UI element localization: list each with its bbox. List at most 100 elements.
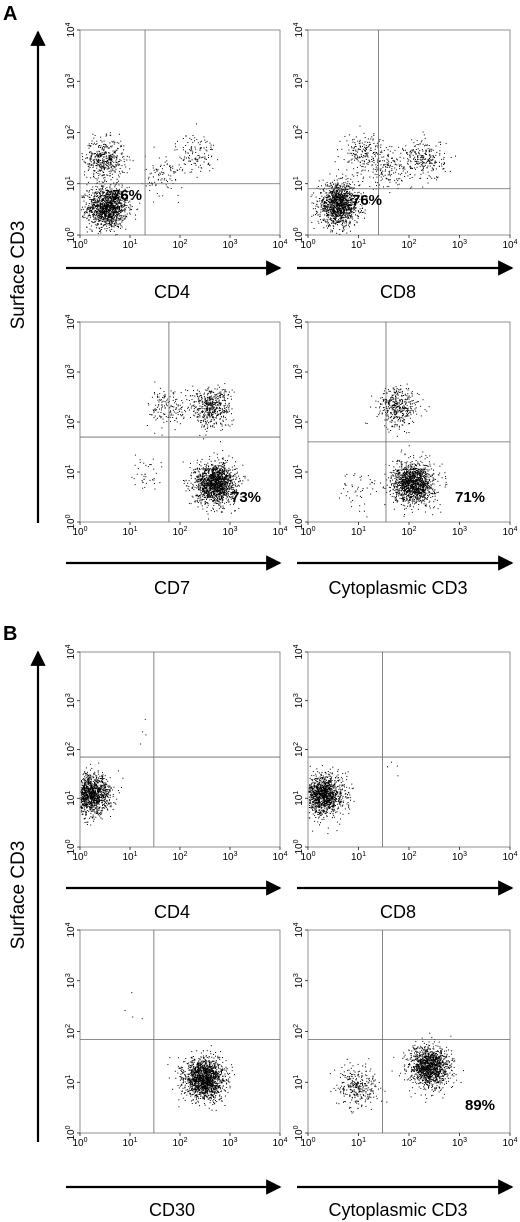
event-dot	[89, 209, 91, 211]
event-dot	[182, 147, 184, 148]
event-dot	[162, 172, 164, 173]
event-dot	[101, 148, 103, 150]
event-dot	[206, 469, 208, 471]
event-dot	[335, 222, 337, 224]
event-dot	[331, 206, 333, 208]
event-dot	[350, 208, 352, 209]
event-dot	[221, 486, 223, 488]
event-dot	[198, 154, 200, 156]
event-dot	[87, 145, 89, 147]
event-dot	[362, 163, 364, 165]
event-dot	[120, 227, 121, 229]
event-dot	[334, 201, 336, 203]
event-dot	[329, 199, 330, 201]
event-dot	[214, 491, 216, 493]
event-dot	[119, 222, 121, 224]
event-dot	[338, 209, 340, 210]
event-dot	[232, 475, 234, 477]
event-dot	[118, 213, 120, 215]
event-dot	[115, 218, 117, 220]
event-dot	[333, 202, 335, 204]
event-dot	[202, 472, 204, 474]
event-dot	[431, 148, 433, 150]
event-dot	[206, 484, 208, 486]
event-dot	[108, 215, 110, 217]
event-dot	[118, 197, 120, 198]
event-dot	[118, 142, 120, 144]
event-dot	[212, 492, 214, 494]
event-dot	[189, 150, 191, 152]
event-dot	[112, 194, 114, 196]
event-dot	[100, 202, 102, 204]
event-dot	[227, 471, 229, 473]
event-dot	[119, 168, 121, 169]
event-dot	[411, 186, 413, 188]
event-dot	[321, 185, 322, 187]
event-dot	[208, 475, 210, 477]
event-dot	[214, 511, 215, 513]
event-dot	[196, 495, 198, 497]
event-dot	[214, 499, 216, 501]
event-dot	[414, 164, 416, 165]
event-dot	[413, 158, 415, 160]
event-dot	[367, 163, 369, 165]
event-dot	[209, 456, 211, 457]
event-dot	[203, 493, 204, 495]
event-dot	[340, 216, 342, 218]
event-dot	[338, 219, 340, 221]
event-dot	[351, 216, 353, 218]
event-dot	[102, 210, 104, 212]
event-dot	[123, 156, 125, 158]
event-dot	[346, 210, 348, 211]
event-dot	[207, 468, 208, 470]
event-dot	[197, 477, 199, 479]
event-dot	[109, 193, 111, 195]
event-dot	[332, 196, 334, 198]
event-dot	[191, 487, 193, 489]
event-dot	[209, 482, 211, 484]
event-dot	[312, 208, 314, 210]
event-dot	[101, 207, 103, 209]
event-dot	[117, 192, 119, 194]
event-dot	[190, 503, 192, 505]
event-dot	[125, 201, 127, 203]
event-dot	[332, 197, 334, 199]
event-dot	[108, 207, 110, 209]
event-dot	[377, 169, 379, 171]
event-dot	[369, 186, 371, 187]
event-dot	[109, 158, 111, 160]
event-dot	[392, 160, 394, 162]
event-dot	[374, 148, 376, 150]
event-dot	[211, 481, 213, 482]
event-dot	[101, 155, 103, 157]
event-dot	[101, 212, 103, 214]
event-dot	[204, 139, 206, 141]
event-dot	[96, 202, 98, 204]
event-dot	[95, 201, 97, 203]
event-dot	[181, 170, 183, 172]
event-dot	[206, 488, 208, 490]
event-dot	[199, 500, 201, 502]
event-dot	[165, 184, 167, 186]
event-dot	[228, 474, 230, 476]
event-dot	[110, 169, 112, 171]
event-dot	[105, 216, 106, 218]
event-dot	[347, 192, 349, 194]
event-dot	[319, 213, 321, 215]
event-dot	[336, 191, 338, 193]
event-dot	[118, 223, 120, 225]
event-dot	[152, 165, 154, 167]
event-dot	[349, 205, 350, 207]
event-dot	[105, 164, 107, 165]
event-dot	[107, 209, 109, 211]
event-dot	[342, 221, 344, 223]
event-dot	[349, 216, 351, 218]
event-dot	[89, 190, 90, 192]
event-dot	[108, 219, 110, 221]
event-dot	[348, 161, 350, 163]
event-dot	[385, 166, 387, 167]
event-dot	[118, 184, 120, 186]
event-dot	[92, 186, 94, 188]
event-dot	[192, 135, 194, 136]
event-dot	[345, 210, 347, 211]
